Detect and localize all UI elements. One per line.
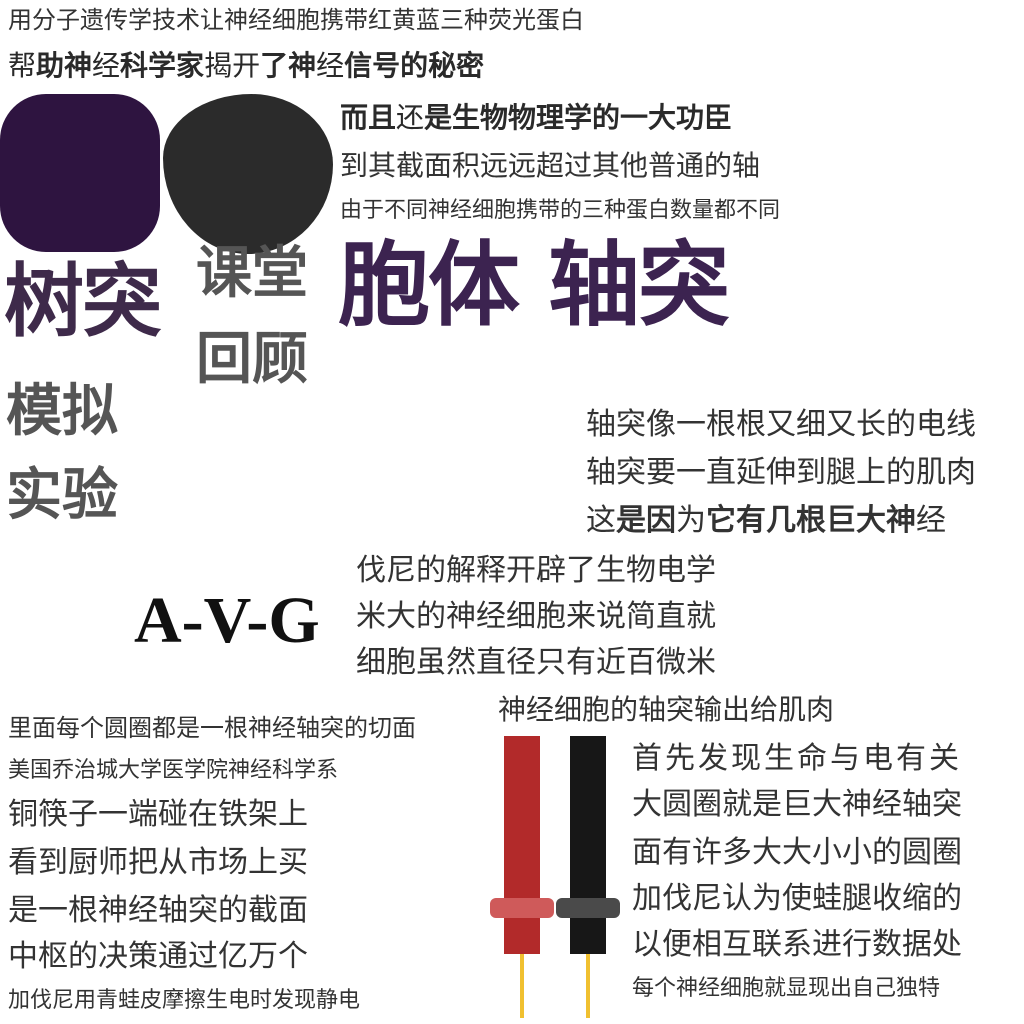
dark-blob-shape [163, 94, 333, 254]
electrode-black-grip [556, 898, 620, 918]
axon-line-3-part-4: 它有几根巨大神 [706, 503, 916, 538]
big-word-simulation: 模拟 [6, 379, 118, 444]
bottom-left-line-3: 铜筷子一端碰在铁架上 [8, 797, 308, 832]
axon-line-3-part-5: 经 [916, 503, 946, 538]
top-right-line-1-part-2: 还 [396, 101, 425, 134]
header-line-2-part-5: 揭开 [204, 49, 261, 82]
header-line-2-part-8: 信号的秘密 [344, 49, 485, 82]
big-word-experiment: 实验 [6, 463, 118, 528]
bottom-right-line-2: 大圆圈就是巨大神经轴突 [632, 787, 962, 822]
top-right-line-1: 而且还是生物物理学的一大功臣 [340, 104, 732, 132]
big-word-review: 回顾 [196, 327, 308, 392]
header-line-2-part-6: 了神 [260, 49, 317, 82]
axon-line-3-part-1: 这 [586, 503, 616, 538]
bottom-right-line-3: 面有许多大大小小的圆圈 [632, 835, 962, 870]
header-line-1: 用分子遗传学技术让神经细胞携带红黄蓝三种荧光蛋白 [8, 6, 584, 34]
header-line-2-part-2: 助神 [36, 49, 93, 82]
bottom-left-line-4: 看到厨师把从市场上买 [8, 845, 308, 880]
electrode-red-body [504, 736, 540, 954]
bottom-left-line-7: 加伐尼用青蛙皮摩擦生电时发现静电 [8, 988, 361, 1013]
header-line-2-part-7: 经 [316, 49, 345, 82]
avg-title: A-V-G [134, 584, 320, 657]
electrode-black-wire [586, 954, 590, 1018]
middle-line-2: 米大的神经细胞来说简直就 [356, 599, 716, 634]
middle-line-1: 伐尼的解释开辟了生物电学 [356, 553, 716, 588]
header-line-2: 帮助神经科学家揭开了神经信号的秘密 [8, 52, 484, 80]
bottom-right-line-1: 首先发现生命与电有关 [632, 741, 962, 776]
electrode-red-wire [520, 954, 524, 1018]
axon-line-1: 轴突像一根根又细又长的电线 [586, 407, 976, 442]
top-right-line-1-part-3: 是生物物理学的一大功臣 [424, 101, 733, 134]
axon-line-3-part-2: 是因 [616, 503, 676, 538]
bottom-right-line-4: 加伐尼认为使蛙腿收缩的 [632, 881, 962, 916]
big-word-dendrite: 树突 [4, 255, 162, 348]
bottom-right-line-5: 以便相互联系进行数据处 [632, 927, 962, 962]
electrode-red-grip [490, 898, 554, 918]
big-word-classroom: 课堂 [196, 241, 308, 306]
bottom-left-line-6: 中枢的决策通过亿万个 [8, 939, 308, 974]
bottom-left-line-1: 里面每个圆圈都是一根神经轴突的切面 [8, 714, 416, 742]
top-right-line-2: 到其截面积远远超过其他普通的轴 [340, 149, 761, 182]
top-right-line-3: 由于不同神经细胞携带的三种蛋白数量都不同 [340, 198, 781, 223]
header-line-2-part-4: 科学家 [120, 49, 205, 82]
header-line-2-part-3: 经 [92, 49, 121, 82]
bottom-left-line-5: 是一根神经轴突的截面 [8, 893, 308, 928]
bottom-right-line-6: 每个神经细胞就显现出自己独特 [632, 976, 941, 1001]
header-line-2-part-1: 帮 [8, 49, 37, 82]
middle-line-4: 神经细胞的轴突输出给肌肉 [498, 693, 835, 726]
electrode-black-body [570, 736, 606, 954]
bottom-left-line-2: 美国乔治城大学医学院神经科学系 [8, 758, 339, 783]
top-right-line-1-part-1: 而且 [340, 101, 397, 134]
axon-line-3-part-3: 为 [676, 503, 706, 538]
big-word-cell-body-axon: 胞体 轴突 [338, 232, 730, 339]
axon-line-2: 轴突要一直延伸到腿上的肌肉 [586, 455, 976, 490]
axon-line-3: 这是因为它有几根巨大神经 [586, 506, 946, 536]
middle-line-3: 细胞虽然直径只有近百微米 [356, 645, 716, 680]
purple-rounded-square [0, 94, 160, 252]
